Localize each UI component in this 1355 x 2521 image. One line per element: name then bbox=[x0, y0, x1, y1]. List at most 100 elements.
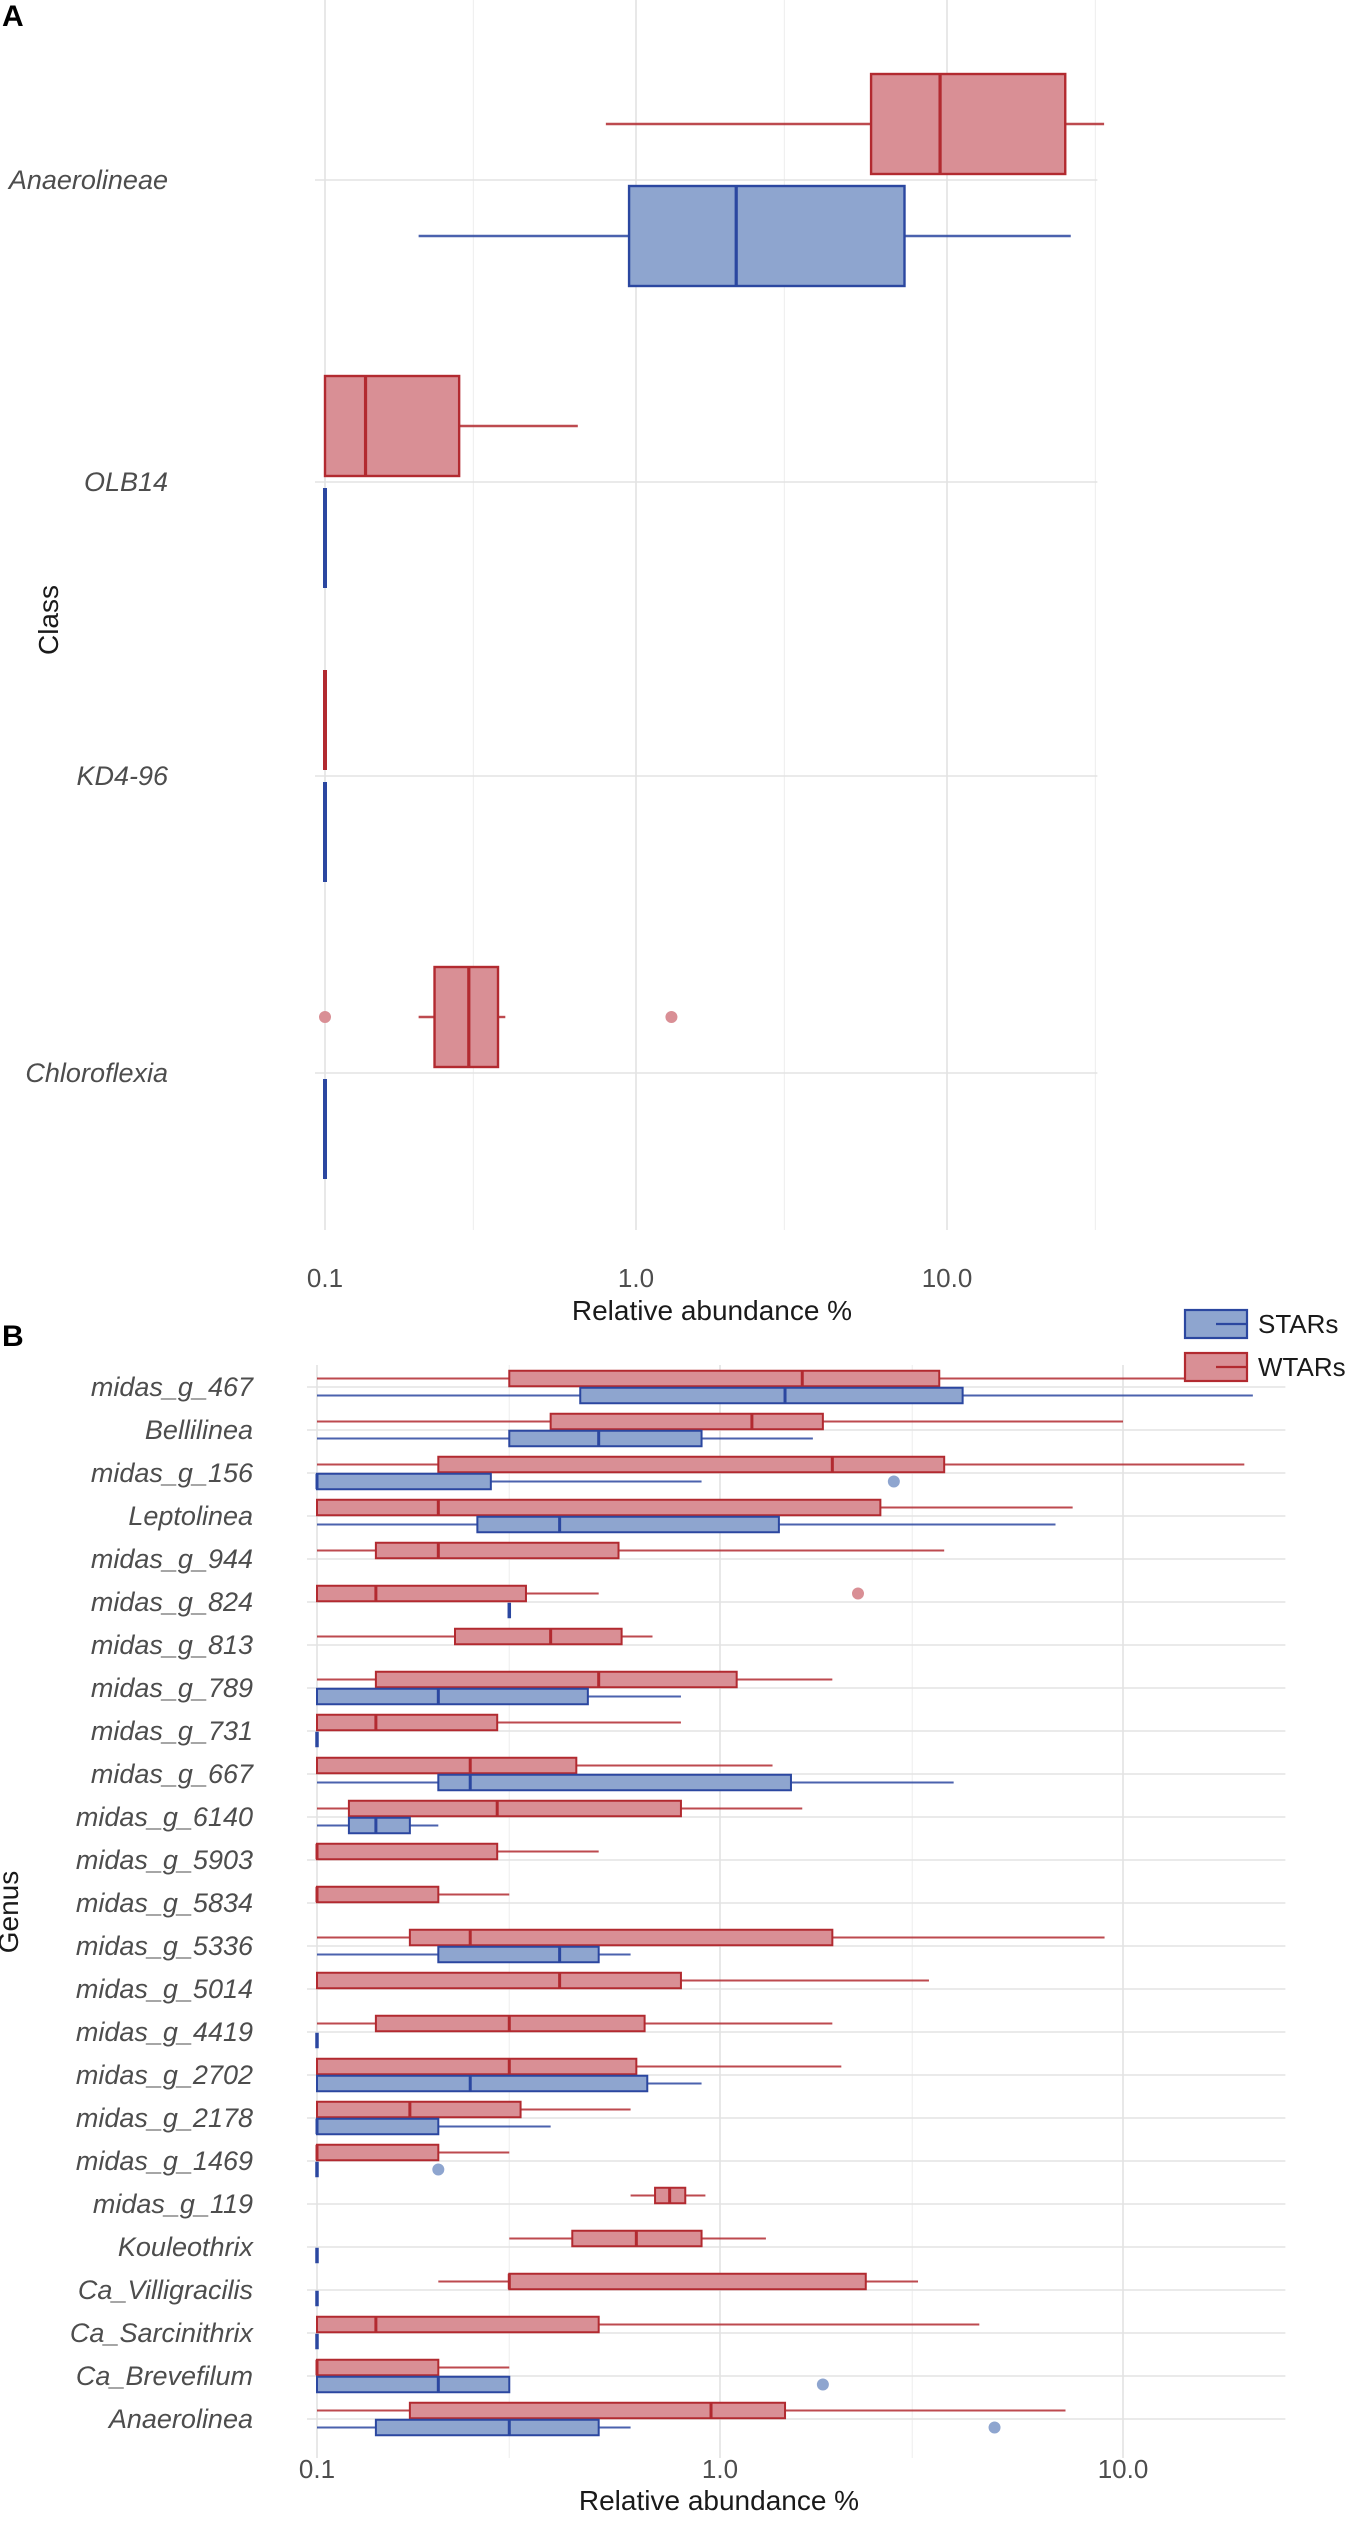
box-midas-g-1469-stars bbox=[315, 2161, 445, 2178]
box-midas-g-789-stars bbox=[316, 1687, 681, 1706]
box-iqr-rect bbox=[508, 1429, 703, 1448]
box-midas-g-467-wtars bbox=[317, 1369, 1231, 1388]
box-kouleothrix-wtars bbox=[509, 2229, 766, 2248]
box-midas-g-4419-wtars bbox=[317, 2014, 833, 2033]
x-tick-label: 0.1 bbox=[299, 2454, 335, 2484]
box-iqr-rect bbox=[316, 1687, 589, 1706]
box-iqr-rect bbox=[316, 2074, 649, 2093]
box-midas-g-6140-wtars bbox=[317, 1799, 803, 1818]
category-label-midas-g-2702: midas_g_2702 bbox=[76, 2060, 253, 2090]
box-iqr-rect bbox=[437, 1773, 792, 1792]
box-iqr-rect bbox=[347, 1816, 411, 1835]
box-iqr-rect bbox=[316, 2117, 440, 2136]
box-midas-g-6140-stars bbox=[317, 1816, 439, 1835]
category-label-ca-sarcinithrix: Ca_Sarcinithrix bbox=[70, 2318, 255, 2348]
legend-label: STARs bbox=[1258, 1309, 1338, 1339]
box-outlier-point bbox=[816, 2378, 829, 2391]
box-iqr-rect bbox=[316, 1842, 499, 1861]
category-label-midas-g-5834: midas_g_5834 bbox=[76, 1888, 253, 1918]
box-iqr-rect bbox=[437, 1945, 600, 1964]
box-midas-g-119-wtars bbox=[630, 2186, 706, 2205]
box-midas-g-5014-wtars bbox=[316, 1971, 929, 1990]
category-label-midas-g-731: midas_g_731 bbox=[91, 1716, 253, 1746]
panel-a-chart: A Anaerolineae OLB14 KD4-96 Chloroflexia 0.1 1… bbox=[2, 0, 1105, 1326]
x-tick-label: 1.0 bbox=[618, 1263, 654, 1293]
box-iqr-rect bbox=[316, 1472, 492, 1491]
x-tick-label: 0.1 bbox=[307, 1263, 343, 1293]
box-iqr-rect bbox=[316, 1584, 527, 1603]
category-label-midas-g-2178: midas_g_2178 bbox=[76, 2103, 253, 2133]
box-iqr-rect bbox=[316, 1971, 682, 1990]
box-anaerolineae-wtars bbox=[605, 72, 1105, 176]
box-bellilinea-wtars bbox=[317, 1412, 1123, 1431]
box-iqr-rect bbox=[374, 2418, 600, 2437]
box-iqr-rect bbox=[579, 1386, 964, 1405]
category-label-midas-g-119: midas_g_119 bbox=[93, 2189, 253, 2219]
box-iqr-rect bbox=[508, 2272, 867, 2291]
box-iqr-rect bbox=[316, 2100, 522, 2119]
box-leptolinea-stars bbox=[317, 1515, 1056, 1534]
category-label-midas-g-667: midas_g_667 bbox=[91, 1759, 254, 1789]
box-outlier-point bbox=[988, 2421, 1001, 2434]
box-midas-g-5834-wtars bbox=[315, 1885, 510, 1904]
box-outlier-point bbox=[665, 1011, 678, 1023]
category-label-midas-g-156: midas_g_156 bbox=[91, 1458, 254, 1488]
box-midas-g-2178-stars bbox=[315, 2117, 551, 2136]
box-outlier-point bbox=[432, 2163, 445, 2176]
category-label-midas-g-1469: midas_g_1469 bbox=[76, 2146, 253, 2176]
box-midas-g-156-wtars bbox=[317, 1455, 1245, 1474]
legend: STARs WTARs bbox=[1183, 1308, 1346, 1383]
box-iqr-rect bbox=[316, 2375, 511, 2394]
x-axis-title: Relative abundance % bbox=[579, 2485, 859, 2516]
box-midas-g-813-wtars bbox=[317, 1627, 653, 1646]
category-label-olb14: OLB14 bbox=[84, 467, 168, 497]
box-midas-g-5336-stars bbox=[317, 1945, 631, 1964]
box-iqr-rect bbox=[869, 72, 1067, 176]
box-midas-g-789-wtars bbox=[317, 1670, 833, 1689]
box-iqr-rect bbox=[316, 2358, 440, 2377]
box-iqr-rect bbox=[316, 2315, 600, 2334]
box-ca-brevefilum-wtars bbox=[315, 2358, 510, 2377]
category-label-kouleothrix: Kouleothrix bbox=[118, 2232, 255, 2262]
category-label-midas-g-5336: midas_g_5336 bbox=[76, 1931, 254, 1961]
box-outlier-point bbox=[319, 1011, 331, 1023]
category-label-anaerolineae: Anaerolineae bbox=[7, 165, 168, 195]
category-label-chloroflexia: Chloroflexia bbox=[25, 1058, 168, 1088]
category-label-ca-brevefilum: Ca_Brevefilum bbox=[76, 2361, 253, 2391]
box-midas-g-2178-wtars bbox=[316, 2100, 631, 2119]
box-chloroflexia-wtars bbox=[319, 965, 678, 1069]
category-label-kd4-96: KD4-96 bbox=[76, 761, 169, 791]
box-iqr-rect bbox=[316, 1885, 440, 1904]
box-ca-sarcinithrix-wtars bbox=[316, 2315, 980, 2334]
box-anaerolinea-wtars bbox=[317, 2401, 1066, 2420]
box-leptolinea-wtars bbox=[316, 1498, 1073, 1517]
box-iqr-rect bbox=[347, 1799, 682, 1818]
box-outlier-point bbox=[887, 1475, 900, 1488]
box-bellilinea-stars bbox=[317, 1429, 813, 1448]
category-label-bellilinea: Bellilinea bbox=[145, 1415, 253, 1445]
box-iqr-rect bbox=[316, 1756, 578, 1775]
box-iqr-rect bbox=[316, 2143, 440, 2162]
box-midas-g-667-wtars bbox=[316, 1756, 773, 1775]
category-label-midas-g-813: midas_g_813 bbox=[91, 1630, 253, 1660]
box-midas-g-2702-stars bbox=[316, 2074, 702, 2093]
box-midas-g-944-wtars bbox=[317, 1541, 945, 1560]
box-ca-villigracilis-wtars bbox=[438, 2272, 919, 2291]
box-iqr-rect bbox=[323, 374, 461, 478]
category-label-midas-g-789: midas_g_789 bbox=[91, 1673, 253, 1703]
x-tick-label: 1.0 bbox=[702, 2454, 738, 2484]
box-ca-brevefilum-stars bbox=[316, 2375, 829, 2394]
legend-label: WTARs bbox=[1258, 1352, 1346, 1382]
box-midas-g-467-stars bbox=[317, 1386, 1253, 1405]
box-iqr-rect bbox=[316, 1713, 499, 1732]
box-iqr-rect bbox=[408, 1928, 834, 1947]
box-midas-g-731-wtars bbox=[316, 1713, 681, 1732]
box-iqr-rect bbox=[316, 1498, 882, 1517]
box-midas-g-2702-wtars bbox=[316, 2057, 842, 2076]
box-outlier-point bbox=[851, 1587, 864, 1600]
box-iqr-rect bbox=[508, 1369, 941, 1388]
category-label-ca-villigracilis: Ca_Villigracilis bbox=[78, 2275, 253, 2305]
